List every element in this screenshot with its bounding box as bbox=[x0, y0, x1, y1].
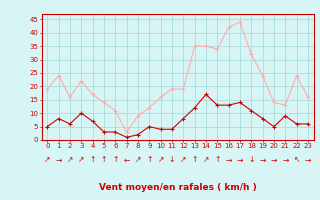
Text: ↑: ↑ bbox=[101, 156, 107, 164]
Text: ↗: ↗ bbox=[67, 156, 73, 164]
Text: ↗: ↗ bbox=[78, 156, 84, 164]
Text: ↗: ↗ bbox=[44, 156, 51, 164]
Text: ↑: ↑ bbox=[112, 156, 118, 164]
Text: ↗: ↗ bbox=[135, 156, 141, 164]
Text: ↖: ↖ bbox=[293, 156, 300, 164]
Text: ↓: ↓ bbox=[248, 156, 254, 164]
Text: →: → bbox=[55, 156, 62, 164]
Text: Vent moyen/en rafales ( km/h ): Vent moyen/en rafales ( km/h ) bbox=[99, 183, 256, 192]
Text: ↗: ↗ bbox=[203, 156, 209, 164]
Text: ↑: ↑ bbox=[191, 156, 198, 164]
Text: →: → bbox=[271, 156, 277, 164]
Text: ↗: ↗ bbox=[180, 156, 187, 164]
Text: →: → bbox=[260, 156, 266, 164]
Text: ↑: ↑ bbox=[214, 156, 220, 164]
Text: ↑: ↑ bbox=[146, 156, 152, 164]
Text: →: → bbox=[282, 156, 288, 164]
Text: ↓: ↓ bbox=[169, 156, 175, 164]
Text: →: → bbox=[305, 156, 311, 164]
Text: ↗: ↗ bbox=[157, 156, 164, 164]
Text: ←: ← bbox=[124, 156, 130, 164]
Text: →: → bbox=[225, 156, 232, 164]
Text: ↑: ↑ bbox=[89, 156, 96, 164]
Text: →: → bbox=[237, 156, 243, 164]
